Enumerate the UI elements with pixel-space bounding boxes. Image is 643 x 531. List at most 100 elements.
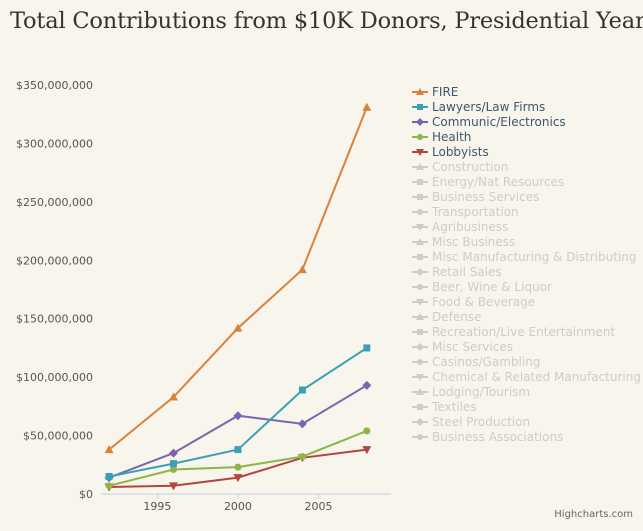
legend-label: Food & Beverage [432,295,535,309]
legend-item[interactable]: Construction [412,160,508,174]
legend-label: FIRE [432,85,458,99]
data-point-health[interactable] [298,453,306,461]
legend-symbol[interactable] [417,404,423,410]
data-point-communic-electronics[interactable] [233,411,243,421]
legend-symbol[interactable] [417,209,423,215]
legend-item[interactable]: Chemical & Related Manufacturing [412,370,641,384]
legend-item[interactable]: Misc Services [412,340,513,354]
legend-symbol[interactable] [416,224,424,231]
data-point-fire[interactable] [362,102,372,111]
data-point-fire[interactable] [104,445,114,454]
legend-label: Construction [432,160,508,174]
data-point-fire[interactable] [297,265,307,274]
legend-symbol[interactable] [417,284,423,290]
legend-item[interactable]: Lawyers/Law Firms [412,100,545,114]
y-tick-label: $350,000,000 [16,79,93,92]
data-point-lobbyists[interactable] [169,482,178,491]
x-tick-label: 2000 [224,500,252,513]
data-point-health[interactable] [105,482,113,490]
legend-item[interactable]: Transportation [412,205,519,219]
legend-item[interactable]: Business Services [412,190,539,204]
legend-symbol[interactable] [416,88,424,95]
legend-label: Business Services [432,190,539,204]
legend-symbol[interactable] [417,134,423,140]
legend-item[interactable]: FIRE [412,85,458,99]
legend-symbol[interactable] [416,418,424,426]
data-point-lawyers-law-firms[interactable] [170,460,177,468]
legend-item[interactable]: Defense [412,310,481,324]
data-point-lawyers-law-firms[interactable] [298,386,306,394]
legend-item[interactable]: Agribusiness [412,220,508,234]
legend-item[interactable]: Lodging/Tourism [412,385,530,399]
legend-symbol[interactable] [416,268,424,276]
legend-item[interactable]: Casinos/Gambling [412,355,540,369]
y-tick-label: $200,000,000 [16,254,93,267]
legend-label: Textiles [431,400,477,414]
y-tick-label: $50,000,000 [23,430,93,443]
legend-symbol[interactable] [416,343,424,351]
legend-item[interactable]: Misc Business [412,235,515,249]
data-point-fire[interactable] [169,392,178,401]
data-point-lawyers-law-firms[interactable] [363,344,371,352]
data-point-health[interactable] [234,463,242,471]
data-point-fire[interactable] [233,323,243,332]
legend-item[interactable]: Misc Manufacturing & Distributing [412,250,637,264]
data-point-lawyers-law-firms[interactable] [234,446,242,454]
legend-label: Lawyers/Law Firms [432,100,545,114]
legend-label: Energy/Nat Resources [432,175,564,189]
data-point-communic-electronics[interactable] [362,380,372,390]
legend-item[interactable]: Health [412,130,471,144]
data-point-health[interactable] [170,465,177,473]
legend-item[interactable]: Business Associations [412,430,563,444]
legend-symbol[interactable] [417,194,423,200]
data-point-lawyers-law-firms[interactable] [105,472,113,480]
legend-label: Beer, Wine & Liquor [432,280,552,294]
legend-symbol[interactable] [416,149,424,156]
y-tick-label: $0 [79,488,93,501]
legend-symbol[interactable] [417,179,423,185]
legend-label: Retail Sales [432,265,502,279]
data-point-communic-electronics[interactable] [169,448,178,458]
legend-symbol[interactable] [417,359,423,365]
legend-symbol[interactable] [417,104,423,110]
legend-label: Health [432,130,471,144]
legend-item[interactable]: Textiles [412,400,477,414]
series-layer [104,102,372,492]
legend-item[interactable]: Recreation/Live Entertainment [412,325,615,339]
legend-item[interactable]: Beer, Wine & Liquor [412,280,552,294]
legend-label: Defense [432,310,481,324]
legend-item[interactable]: Food & Beverage [412,295,535,309]
legend-label: Communic/Electronics [432,115,566,129]
legend-item[interactable]: Retail Sales [412,265,502,279]
legend-symbol[interactable] [416,313,424,320]
legend-label: Lodging/Tourism [432,385,530,399]
legend-label: Chemical & Related Manufacturing [432,370,641,384]
series-lawyers-law-firms [105,344,371,480]
legend-item[interactable]: Energy/Nat Resources [412,175,564,189]
legend-label: Agribusiness [432,220,508,234]
legend-label: Recreation/Live Entertainment [432,325,615,339]
axes: $0 $50,000,000 $100,000,000 $150,000,000 $20… [16,79,391,513]
data-point-health[interactable] [363,427,371,435]
data-point-lobbyists[interactable] [233,474,243,483]
credit-link[interactable]: Highcharts.com [554,509,633,520]
legend-symbol[interactable] [416,299,424,306]
legend-symbol[interactable] [416,374,424,381]
legend-symbol[interactable] [416,238,424,245]
legend-symbol[interactable] [417,254,423,260]
legend-label: Misc Business [432,235,515,249]
legend-symbol[interactable] [417,434,423,440]
legend-symbol[interactable] [416,163,424,170]
legend-label: Lobbyists [432,145,489,159]
legend-symbol[interactable] [416,118,424,126]
legend-symbol[interactable] [416,388,424,395]
data-point-lobbyists[interactable] [362,446,372,455]
legend-symbol[interactable] [417,329,423,335]
legend-item[interactable]: Communic/Electronics [412,115,566,129]
data-point-communic-electronics[interactable] [297,419,307,429]
legend-item[interactable]: Steel Production [412,415,530,429]
legend-item[interactable]: Lobbyists [412,145,489,159]
